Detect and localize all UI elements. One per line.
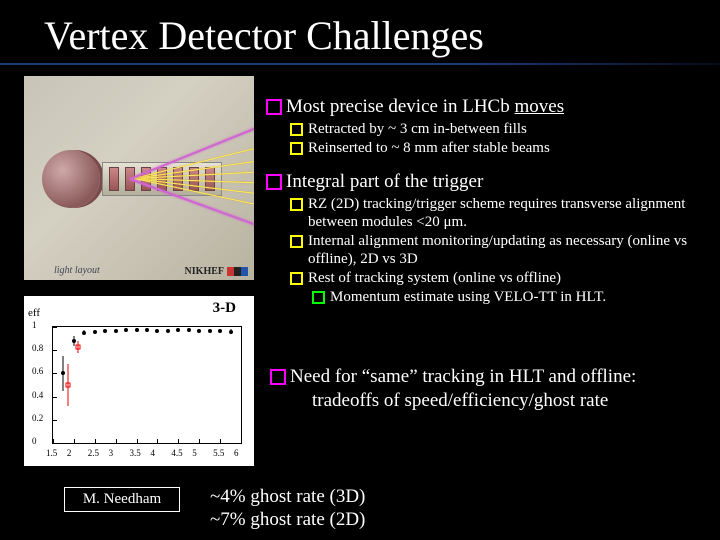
nikhef-logo: NIKHEF — [185, 266, 248, 277]
detector-render: light layout NIKHEF — [24, 76, 254, 280]
bullet-text: Most precise device in LHCb — [286, 96, 514, 117]
author-box: M. Needham — [64, 487, 180, 512]
bullet-moves: Most precise device in LHCb moves — [264, 96, 710, 118]
ghost-rate-3d: ~4% ghost rate (3D) — [210, 485, 365, 509]
logo-box — [241, 267, 248, 276]
detector-layout-label: light layout — [54, 265, 100, 276]
subsubbullet-velo: Momentum estimate using VELO-TT in HLT. — [264, 288, 710, 306]
bullet-need: Need for “same” tracking in HLT and offl… — [268, 366, 708, 388]
plot-area — [52, 326, 242, 444]
subbullet-rz: RZ (2D) tracking/trigger scheme requires… — [264, 195, 710, 231]
bullet-underline: moves — [514, 96, 564, 117]
efficiency-plot: 3-D eff 1.522.533.544.555.5600.20.40.60.… — [24, 296, 254, 466]
subbullet-rest: Rest of tracking system (online vs offli… — [264, 269, 710, 287]
subbullet-retracted: Retracted by ~ 3 cm in-between fills — [264, 120, 710, 138]
tradeoffs-line: tradeoffs of speed/efficiency/ghost rate — [268, 390, 708, 412]
logo-box — [227, 267, 234, 276]
subbullet-reinserted: Reinserted to ~ 8 mm after stable beams — [264, 139, 710, 157]
logo-box — [234, 267, 241, 276]
content-block: Most precise device in LHCb moves Retrac… — [264, 88, 710, 306]
slide-title: Vertex Detector Challenges — [44, 12, 484, 59]
ghost-rate-2d: ~7% ghost rate (2D) — [210, 508, 365, 532]
content-block-2: Need for “same” tracking in HLT and offl… — [268, 358, 708, 412]
plot-title: 3-D — [213, 300, 236, 317]
nikhef-logo-boxes — [227, 267, 248, 276]
plot-ylabel: eff — [28, 307, 40, 319]
ghost-rate-block: ~4% ghost rate (3D) ~7% ghost rate (2D) — [210, 485, 365, 533]
nikhef-logo-text: NIKHEF — [185, 266, 224, 277]
subbullet-alignment: Internal alignment monitoring/updating a… — [264, 232, 710, 268]
bullet-trigger: Integral part of the trigger — [264, 171, 710, 193]
